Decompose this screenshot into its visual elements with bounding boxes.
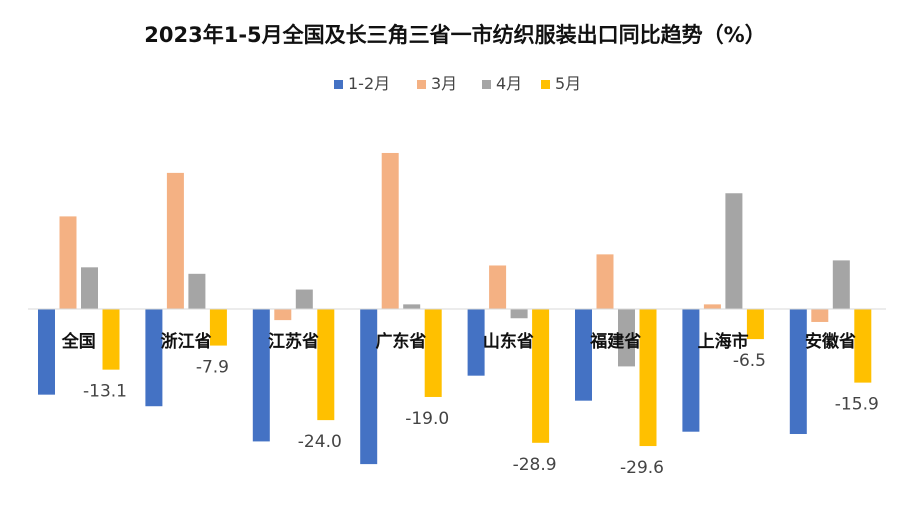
- category-label: 山东省: [483, 331, 534, 352]
- legend-swatch: [417, 80, 426, 89]
- bar: [102, 309, 120, 370]
- data-label: -15.9: [835, 395, 879, 415]
- bar: [467, 309, 485, 376]
- data-label: -13.1: [83, 382, 127, 402]
- chart-title: 2023年1-5月全国及长三角三省一市纺织服装出口同比趋势（%）: [144, 23, 765, 47]
- bar: [639, 309, 657, 447]
- bar: [360, 309, 378, 465]
- legend-swatch: [541, 80, 550, 89]
- category-label: 安徽省: [805, 331, 856, 352]
- data-label: -29.6: [620, 458, 664, 478]
- bar: [575, 309, 592, 401]
- bar: [403, 304, 421, 309]
- legend-label: 5月: [555, 74, 581, 93]
- bar: [274, 309, 292, 321]
- bar: [252, 309, 270, 442]
- legend-label: 4月: [496, 74, 522, 93]
- bar: [682, 309, 700, 432]
- category-label: 全国: [61, 331, 96, 352]
- data-label: -7.9: [196, 358, 229, 378]
- legend-label: 1-2月: [348, 74, 390, 93]
- bar: [789, 309, 807, 435]
- legend-swatch: [482, 80, 491, 89]
- bar: [166, 172, 184, 309]
- data-label: -24.0: [298, 432, 342, 452]
- bar: [145, 309, 163, 407]
- data-label: -6.5: [733, 351, 766, 371]
- bar: [725, 193, 743, 309]
- bar: [746, 309, 764, 340]
- bar: [295, 289, 313, 309]
- category-label: 浙江省: [161, 331, 212, 352]
- bar: [532, 309, 550, 443]
- legend-swatch: [334, 80, 343, 89]
- bar: [317, 309, 335, 421]
- legend: 1-2月 3月 4月 5月: [334, 74, 581, 93]
- bar: [81, 267, 98, 309]
- category-label: 江苏省: [268, 331, 319, 352]
- category-label: 上海市: [698, 331, 749, 352]
- bar: [703, 304, 721, 309]
- bar: [618, 309, 635, 367]
- bar: [832, 260, 850, 309]
- bar: [209, 309, 227, 346]
- bar: [854, 309, 872, 383]
- category-label: 福建省: [589, 331, 641, 352]
- data-label: -19.0: [405, 409, 449, 429]
- bar: [188, 273, 206, 309]
- bar: [38, 309, 55, 395]
- category-label: 广东省: [375, 331, 426, 352]
- bar: [489, 265, 507, 309]
- bar: [381, 152, 399, 309]
- plot-area: 全国 浙江省 江苏省 广东省 山东省 福建省 上海市 安徽省 -13.1 -7.9 -24.0 -19…: [28, 152, 886, 478]
- bar: [424, 309, 442, 397]
- legend-label: 3月: [431, 74, 457, 93]
- bar: [596, 254, 614, 309]
- bar: [811, 309, 829, 322]
- bar: [59, 216, 77, 309]
- bar: [510, 309, 528, 319]
- data-label: -28.9: [513, 455, 557, 475]
